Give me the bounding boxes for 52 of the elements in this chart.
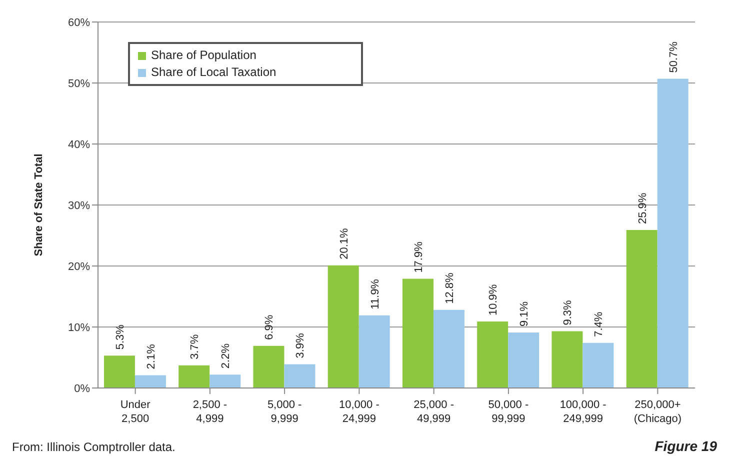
- data-label: 20.1%: [338, 228, 350, 260]
- data-label: 3.7%: [189, 334, 202, 360]
- data-label: 2.1%: [145, 344, 158, 370]
- data-label: 10.9%: [488, 284, 500, 316]
- bar: [626, 230, 658, 388]
- bar: [433, 310, 464, 388]
- y-tick-label: 30%: [68, 200, 90, 212]
- y-axis-title: Share of State Total: [32, 154, 45, 256]
- x-tick-label: 100,000 - 249,999: [560, 399, 607, 425]
- data-label: 12.8%: [444, 272, 456, 304]
- bar: [402, 278, 434, 388]
- text: From: Illinois Comptroller data.: [12, 440, 176, 454]
- data-label: 7.4%: [593, 312, 606, 337]
- y-tick-label: 0%: [74, 382, 90, 395]
- bar: [477, 322, 508, 388]
- bar: [552, 331, 583, 388]
- y-tick-label: 20%: [68, 260, 90, 273]
- data-label: 25.9%: [636, 192, 649, 224]
- data-label: 5.3%: [114, 324, 126, 350]
- x-tick-label: 2,500 - 4,999: [192, 399, 228, 425]
- y-tick-label: 40%: [68, 138, 90, 151]
- data-label: 2.2%: [220, 343, 232, 369]
- bar: [328, 265, 359, 388]
- x-tick-label: 25,000 - 49,999: [414, 399, 454, 425]
- legend-label: Share of Population: [151, 47, 256, 64]
- bar: [134, 375, 166, 388]
- data-label: 3.9%: [294, 332, 307, 358]
- y-tick-label: 50%: [68, 78, 90, 90]
- y-tick-label: 10%: [68, 322, 90, 334]
- bar: [253, 346, 284, 388]
- bar: [508, 332, 540, 388]
- bar: [210, 374, 241, 388]
- bar: [104, 356, 135, 388]
- bar: [582, 342, 614, 388]
- x-tick-label: 250,000+ (Chicago): [634, 399, 682, 425]
- x-tick-label: 50,000 - 99,999: [488, 399, 529, 425]
- bar: [284, 364, 316, 388]
- data-label: 6.9%: [264, 314, 276, 340]
- bar: [657, 78, 688, 388]
- bar: [358, 315, 390, 388]
- x-tick-label: 5,000 - 9,999: [267, 399, 302, 425]
- data-label: 17.9%: [412, 241, 425, 273]
- x-tick-label: 10,000 - 24,999: [339, 399, 380, 425]
- legend-label: Share of Local Taxation: [151, 64, 276, 81]
- data-label: 9.3%: [562, 300, 574, 326]
- data-label: 11.9%: [369, 278, 382, 310]
- data-label: 9.1%: [518, 301, 531, 326]
- y-tick-label: 60%: [68, 16, 90, 29]
- bar: [178, 365, 210, 388]
- data-label: 50.7%: [668, 41, 680, 73]
- caption: Figure 19: [654, 438, 717, 454]
- x-tick-label: Under 2,500: [120, 399, 151, 425]
